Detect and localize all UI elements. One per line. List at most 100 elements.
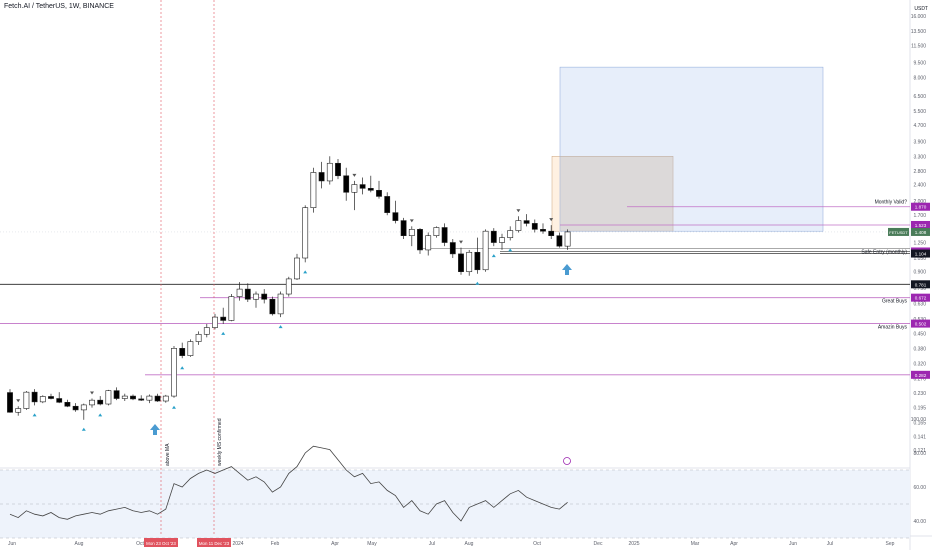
price-tick-label: 5.500 xyxy=(913,109,926,115)
candle-body xyxy=(556,235,563,247)
price-tick-label: 0.121 xyxy=(913,448,926,454)
candle-body xyxy=(523,220,530,224)
price-badges: 1.8701.5231.408FETUSDT1.1301.1040.7810.6… xyxy=(888,202,930,379)
candle-body xyxy=(343,175,350,193)
price-tick-label: 1.700 xyxy=(913,213,926,219)
candle-body xyxy=(195,333,202,342)
candle-body xyxy=(212,316,218,328)
candle-body xyxy=(187,341,194,356)
time-tick-label: Apr xyxy=(331,541,339,547)
price-tick-label: 9.500 xyxy=(913,60,926,66)
candle-body xyxy=(515,220,522,231)
candle-body xyxy=(220,316,227,321)
time-highlight-badge xyxy=(197,538,231,547)
time-tick-label: Sep xyxy=(886,541,895,547)
price-tick-label: 0.450 xyxy=(913,331,926,337)
price-badge xyxy=(911,293,930,302)
buy-signal-icon xyxy=(180,366,185,370)
price-tick-label: 0.270 xyxy=(913,377,926,383)
time-highlight-label: Mon 23 Oct '23 xyxy=(146,541,176,546)
price-tick-label: 0.141 xyxy=(913,434,926,440)
rsi-tick-label: 60.00 xyxy=(913,485,926,491)
entry-arrow-icon xyxy=(562,264,572,275)
price-tick-label: 16.000 xyxy=(911,14,927,20)
candle-body xyxy=(261,293,268,300)
price-badge xyxy=(911,220,930,229)
candle-body xyxy=(39,396,46,403)
candle-body xyxy=(253,293,259,300)
price-tick-label: 0.165 xyxy=(913,420,926,426)
currency-label: USDT xyxy=(914,6,928,12)
annotation-vertical-label: above MA xyxy=(165,443,171,466)
price-badge-label: 0.672 xyxy=(915,296,927,301)
annotation-label: Safe Entry (monthly) xyxy=(861,250,907,256)
candle-body xyxy=(376,189,382,197)
candle-body xyxy=(433,227,440,236)
time-tick-label: 2025 xyxy=(628,541,639,547)
price-tick-label: 1.050 xyxy=(913,256,926,262)
price-tick-label: 0.195 xyxy=(913,406,926,412)
price-badge-label: 1.408 xyxy=(915,230,927,235)
candle-body xyxy=(203,327,210,335)
price-badge-label: 0.282 xyxy=(915,373,927,378)
target-box-orange xyxy=(551,156,674,232)
candle-body xyxy=(474,251,481,271)
sell-signal-icon xyxy=(90,391,94,395)
candle-body xyxy=(105,390,112,405)
price-tick-label: 8.000 xyxy=(913,76,926,82)
buy-signal-icon xyxy=(98,413,103,417)
candle-body xyxy=(540,229,546,232)
candle-body xyxy=(318,172,325,182)
price-tick-label: 0.750 xyxy=(913,286,926,292)
buy-signal-icon xyxy=(32,413,37,417)
candle-body xyxy=(15,408,22,413)
time-tick-label: Apr xyxy=(730,541,738,547)
rsi-line xyxy=(9,445,568,522)
price-badge xyxy=(911,319,930,328)
candle-body xyxy=(367,188,374,191)
time-highlight-badge xyxy=(144,538,178,547)
price-tick-label: 11.500 xyxy=(911,43,926,49)
candle-body xyxy=(228,296,235,321)
candle-body xyxy=(466,251,473,273)
price-tick-label: 0.630 xyxy=(913,301,926,307)
price-tick-label: 4.700 xyxy=(913,123,926,129)
candle-body xyxy=(56,398,63,403)
candle-body xyxy=(31,391,38,403)
price-badge-label: 1.870 xyxy=(915,205,927,210)
price-badge xyxy=(911,370,930,379)
price-tick-label: 1.250 xyxy=(913,241,926,247)
price-badge-label: 1.104 xyxy=(915,252,927,257)
price-tick-label: 0.320 xyxy=(913,362,926,368)
price-badge xyxy=(911,202,930,211)
candle-body xyxy=(80,404,87,411)
price-tick-label: 2.000 xyxy=(913,199,926,205)
candle-body xyxy=(417,229,423,251)
candle-body xyxy=(72,405,79,411)
candle-body xyxy=(48,396,54,399)
candle-body xyxy=(285,278,292,295)
price-tick-label: 2.800 xyxy=(913,169,926,175)
time-tick-label: May xyxy=(367,541,377,547)
candle-body xyxy=(408,229,415,236)
candle-body xyxy=(449,242,456,255)
candle-body xyxy=(64,401,71,407)
buy-signal-icon xyxy=(491,254,496,258)
candle-body xyxy=(548,230,555,236)
candle-body xyxy=(171,348,177,397)
sell-signal-icon xyxy=(352,173,357,177)
symbol-badge-label: FETUSDT xyxy=(889,230,908,235)
price-badge xyxy=(911,280,930,289)
candle-body xyxy=(384,196,391,213)
buy-signal-icon xyxy=(475,281,480,285)
candle-body xyxy=(490,230,497,243)
candle-body xyxy=(310,172,317,208)
buy-signal-icon xyxy=(81,427,86,431)
candle-body xyxy=(146,395,153,401)
buy-signal-icon xyxy=(221,331,226,335)
rsi-band xyxy=(0,470,910,538)
candle-body xyxy=(121,395,128,399)
price-tick-label: 6.500 xyxy=(913,94,926,100)
candle-body xyxy=(113,390,120,399)
